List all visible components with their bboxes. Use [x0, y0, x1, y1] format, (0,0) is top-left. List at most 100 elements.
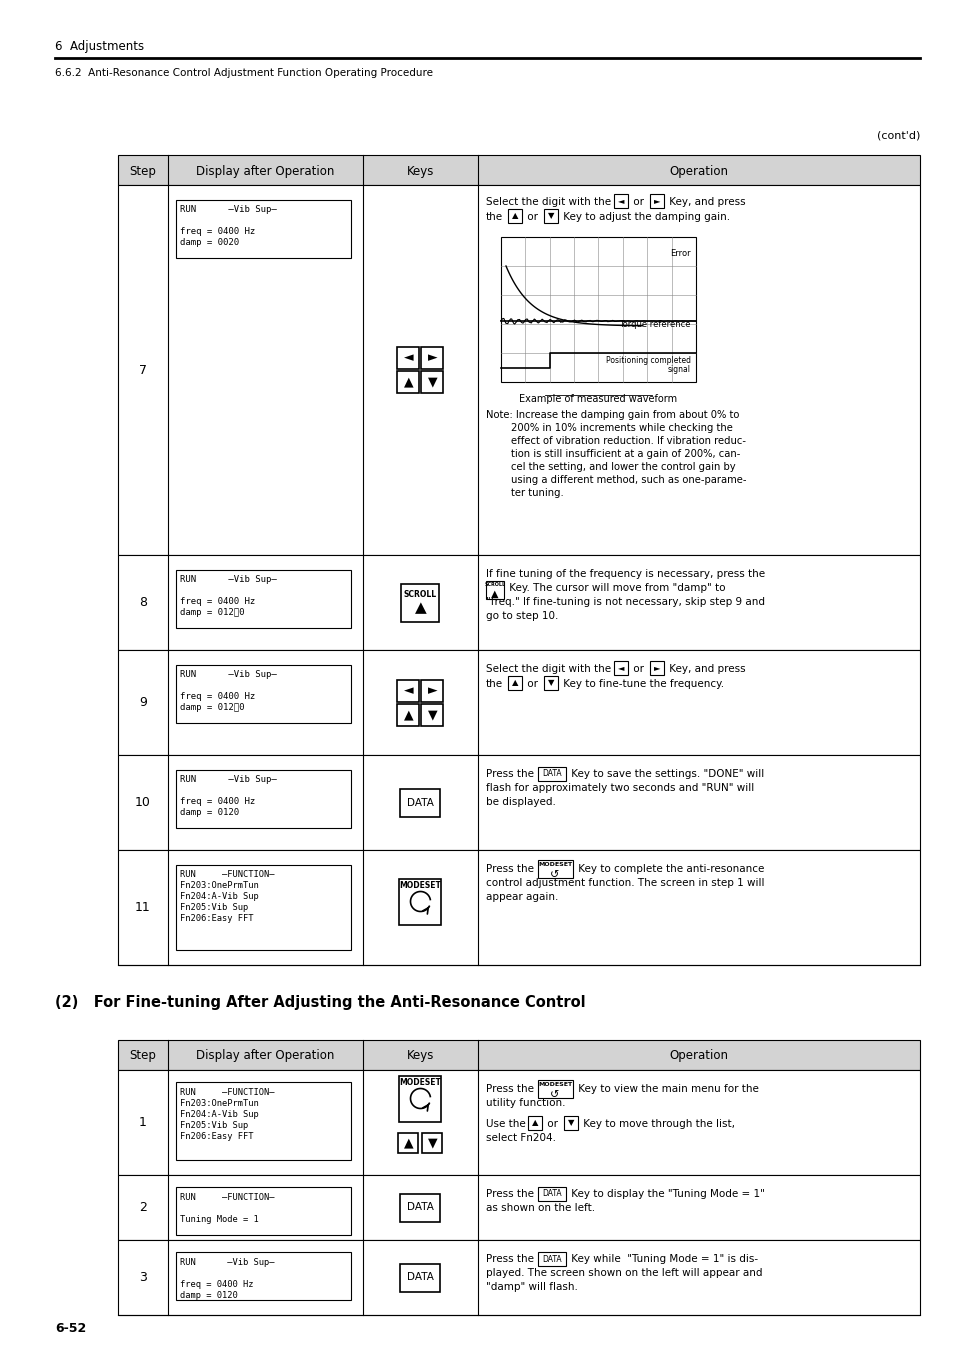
Text: or: or — [543, 1119, 558, 1129]
Text: Press the: Press the — [485, 1084, 534, 1094]
Bar — [175, 666, 351, 724]
Text: RUN     —FUNCTION—: RUN —FUNCTION— — [180, 1193, 274, 1202]
Text: Key. The cursor will move from "damp" to: Key. The cursor will move from "damp" to — [505, 583, 724, 593]
Bar — [421, 371, 443, 393]
Text: ▼: ▼ — [547, 679, 554, 687]
Text: be displayed.: be displayed. — [485, 796, 556, 807]
Bar — [175, 769, 351, 828]
Bar — [175, 865, 351, 950]
Bar — [175, 1081, 351, 1160]
Text: Fn204:A-Vib Sup: Fn204:A-Vib Sup — [180, 892, 258, 900]
Text: If fine tuning of the frequency is necessary, press the: If fine tuning of the frequency is neces… — [485, 568, 764, 579]
Text: Display after Operation: Display after Operation — [196, 1049, 335, 1062]
Text: Select the digit with the: Select the digit with the — [485, 197, 611, 207]
Text: Key, and press: Key, and press — [665, 197, 745, 207]
Text: ▼: ▼ — [547, 212, 554, 220]
Text: ►: ► — [427, 351, 436, 364]
Text: ▲: ▲ — [403, 1135, 413, 1149]
Bar — [614, 662, 627, 675]
Text: ▼: ▼ — [427, 375, 436, 389]
Text: or: or — [629, 197, 646, 207]
Text: ◄: ◄ — [403, 351, 413, 364]
Text: Step: Step — [130, 1049, 156, 1062]
Text: Press the: Press the — [485, 864, 534, 873]
Text: appear again.: appear again. — [485, 892, 558, 902]
Text: RUN     —FUNCTION—: RUN —FUNCTION— — [180, 1088, 274, 1098]
Bar — [543, 209, 558, 223]
Text: effect of vibration reduction. If vibration reduc-: effect of vibration reduction. If vibrat… — [485, 436, 745, 446]
Bar — [175, 1187, 351, 1235]
Text: Key to save the settings. "DONE" will: Key to save the settings. "DONE" will — [567, 769, 763, 779]
Text: DATA: DATA — [541, 769, 561, 779]
Bar — [485, 580, 503, 599]
Text: Torque reference: Torque reference — [618, 320, 690, 328]
Bar — [397, 371, 419, 393]
Bar — [118, 1071, 919, 1174]
Text: ◄: ◄ — [618, 197, 623, 205]
Text: 6-52: 6-52 — [55, 1322, 86, 1335]
Text: damp = 0120: damp = 0120 — [180, 703, 244, 711]
Text: Positioning completed: Positioning completed — [605, 356, 690, 365]
Text: RUN      —Vib Sup—: RUN —Vib Sup— — [180, 775, 276, 784]
Text: Step: Step — [130, 165, 156, 177]
Text: 6.6.2  Anti-Resonance Control Adjustment Function Operating Procedure: 6.6.2 Anti-Resonance Control Adjustment … — [55, 68, 433, 78]
Bar — [118, 1241, 919, 1315]
Text: ►: ► — [653, 663, 659, 672]
Bar — [118, 1174, 919, 1241]
Bar — [401, 583, 439, 621]
Text: Key to fine-tune the frequency.: Key to fine-tune the frequency. — [559, 679, 723, 688]
Bar — [400, 1264, 440, 1292]
Text: damp = 0020: damp = 0020 — [180, 238, 239, 247]
Text: ter tuning.: ter tuning. — [485, 487, 563, 498]
Text: ▲: ▲ — [403, 375, 413, 389]
Text: ►: ► — [427, 684, 436, 697]
Text: Key to move through the list,: Key to move through the list, — [579, 1119, 734, 1129]
Text: ▲: ▲ — [531, 1119, 537, 1127]
Text: freq = 0400 Hz: freq = 0400 Hz — [180, 1280, 253, 1289]
Text: freq = 0400 Hz: freq = 0400 Hz — [180, 597, 255, 606]
Text: RUN      —Vib Sup—: RUN —Vib Sup— — [180, 205, 276, 215]
Bar — [118, 649, 919, 755]
Text: Press the: Press the — [485, 769, 534, 779]
Bar — [422, 1133, 442, 1153]
Text: damp = 0120: damp = 0120 — [180, 1291, 237, 1300]
Text: 1: 1 — [139, 1116, 147, 1129]
Bar — [118, 850, 919, 965]
Text: 2: 2 — [139, 1202, 147, 1214]
Text: utility function.: utility function. — [485, 1098, 565, 1108]
Text: RUN      —Vib Sup—: RUN —Vib Sup— — [180, 1258, 274, 1268]
Text: Key, and press: Key, and press — [665, 664, 745, 674]
Bar — [118, 185, 919, 555]
Text: RUN     —FUNCTION—: RUN —FUNCTION— — [180, 869, 274, 879]
Bar — [543, 676, 558, 690]
Text: ▲: ▲ — [403, 707, 413, 721]
Text: ↺: ↺ — [550, 1089, 559, 1100]
Text: using a different method, such as one-parame-: using a different method, such as one-pa… — [485, 475, 745, 485]
Text: ▲: ▲ — [491, 589, 498, 599]
Bar — [537, 1251, 565, 1266]
Bar — [398, 1133, 418, 1153]
Text: Tuning Mode = 1: Tuning Mode = 1 — [180, 1215, 258, 1224]
Text: SCROLL: SCROLL — [484, 582, 505, 587]
Text: 8: 8 — [139, 595, 147, 609]
Text: Keys: Keys — [406, 1049, 434, 1062]
Bar — [537, 1187, 565, 1202]
Text: "freq." If fine-tuning is not necessary, skip step 9 and: "freq." If fine-tuning is not necessary,… — [485, 597, 764, 608]
Bar — [537, 860, 573, 878]
Text: Press the: Press the — [485, 1189, 534, 1199]
Text: or: or — [629, 664, 646, 674]
Bar — [400, 788, 440, 817]
Bar — [175, 200, 351, 258]
Text: 6  Adjustments: 6 Adjustments — [55, 40, 144, 53]
Text: Select the digit with the: Select the digit with the — [485, 664, 611, 674]
Text: Fn205:Vib Sup: Fn205:Vib Sup — [180, 1120, 248, 1130]
Bar — [537, 1080, 573, 1098]
Text: damp = 0120: damp = 0120 — [180, 608, 244, 617]
Bar — [399, 1076, 441, 1122]
Text: Fn204:A-Vib Sup: Fn204:A-Vib Sup — [180, 1110, 258, 1119]
Text: freq = 0400 Hz: freq = 0400 Hz — [180, 227, 255, 236]
Text: Fn206:Easy FFT: Fn206:Easy FFT — [180, 1133, 253, 1141]
Text: Fn203:OnePrmTun: Fn203:OnePrmTun — [180, 1099, 258, 1108]
Bar — [397, 703, 419, 725]
Text: ▼: ▼ — [427, 707, 436, 721]
